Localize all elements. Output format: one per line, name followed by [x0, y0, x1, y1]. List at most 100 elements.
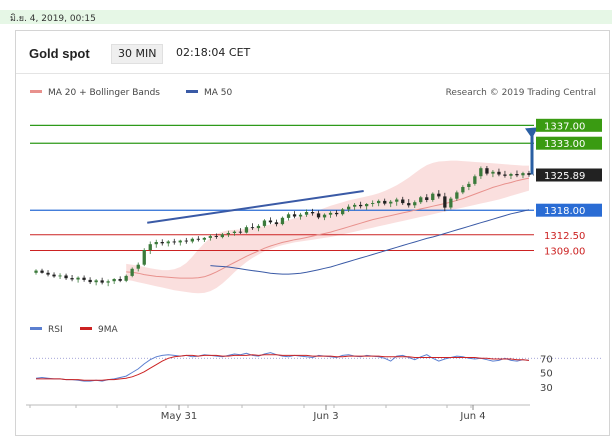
rsi-line [35, 352, 530, 382]
candle-body [226, 233, 230, 235]
candle-body [371, 203, 375, 204]
bollinger-band-area [126, 160, 529, 294]
candle-body [250, 227, 255, 229]
candle-body [328, 212, 333, 215]
candle-body [413, 202, 417, 206]
date-bar: มิ.ย. 4, 2019, 00:15 [0, 10, 612, 24]
candle-body [401, 199, 405, 204]
candle-body [148, 244, 152, 250]
candle-body [70, 278, 74, 280]
x-axis-tick-label: May 31 [161, 411, 198, 422]
credit-text: Research © 2019 Trading Central [446, 88, 596, 98]
candle-body [88, 279, 92, 283]
pivot-tag-bg [536, 203, 602, 217]
candle-body [34, 270, 38, 273]
resistance-tag-bg [536, 136, 602, 150]
date-text: มิ.ย. 4, 2019, 00:15 [10, 14, 96, 24]
candle-body [497, 171, 501, 175]
rsi-tick-label: 50 [540, 369, 553, 380]
candle-body [521, 173, 525, 176]
candle-body [130, 268, 134, 276]
rsi-ma9-legend-swatch [80, 327, 92, 330]
instrument-title: Gold spot [29, 46, 90, 61]
rsi-legend-swatch [30, 327, 42, 330]
candle-body [467, 183, 471, 187]
candle-body [335, 212, 339, 215]
candle-body [40, 270, 44, 273]
candle-body [485, 168, 489, 174]
candle-body [491, 171, 495, 174]
candle-body [359, 204, 363, 207]
candle-body [389, 201, 393, 204]
candle-body [136, 264, 140, 269]
support-tag-label: 1309.00 [544, 246, 585, 257]
candle-body [46, 272, 50, 275]
candle-body [304, 212, 309, 215]
candle-body [383, 200, 387, 204]
candle-body [365, 204, 369, 207]
ma20-line [126, 177, 530, 279]
candle-body [184, 240, 188, 242]
current-price-tag-bg [536, 168, 602, 182]
candle-body [443, 196, 447, 208]
rsi-ma9-legend-label: 9MA [98, 325, 118, 335]
candle-body [395, 199, 399, 202]
candle-body [208, 236, 212, 238]
chart-legend: MA 20 + Bollinger Bands MA 50 Research ©… [30, 88, 596, 98]
candle-body [322, 214, 327, 218]
ma50-legend-label: MA 50 [204, 88, 233, 98]
candle-body [268, 220, 273, 223]
candle-body [106, 281, 110, 283]
candle-body [407, 203, 411, 206]
candle-body [166, 241, 170, 244]
candle-body [190, 238, 194, 242]
resistance-tag-label: 1333.00 [544, 139, 585, 150]
candle-body [256, 225, 261, 229]
candle-body [280, 217, 285, 225]
candle-body [220, 234, 224, 238]
rsi-legend: RSI 9MA [30, 325, 118, 335]
ma50-legend-swatch [186, 90, 198, 93]
candle-body [509, 174, 513, 176]
candle-body [154, 242, 158, 245]
candle-body [100, 280, 104, 283]
candle-body [172, 241, 176, 243]
candle-body [118, 279, 122, 281]
chart-time: 02:18:04 CET [176, 46, 251, 59]
candle-body [76, 277, 80, 280]
candle-body [316, 213, 321, 218]
candle-body [82, 277, 86, 280]
candle-body [178, 240, 182, 243]
candle-body [515, 174, 519, 176]
candle-body [298, 214, 303, 217]
interval-button[interactable]: 30 MIN [111, 44, 164, 64]
candle-body [449, 198, 453, 208]
candle-body [232, 231, 237, 233]
rsi-legend-label: RSI [48, 325, 63, 335]
projection-arrow-head [525, 127, 538, 139]
ma50-line [210, 209, 530, 275]
candle-body [425, 197, 429, 200]
candle-body [142, 250, 146, 265]
rsi-tick-label: 70 [540, 354, 553, 365]
candle-body [347, 206, 351, 210]
resistance-tag-label: 1337.00 [544, 121, 585, 132]
rsi-ma9-line [36, 354, 530, 381]
candle-body [310, 212, 315, 214]
candle-body [124, 275, 128, 281]
candle-body [455, 192, 459, 199]
candle-body [353, 204, 357, 207]
candle-body [274, 222, 279, 225]
candle-body [292, 214, 297, 217]
x-axis-tick-label: Jun 3 [312, 411, 338, 422]
chart-svg: MA 20 + Bollinger Bands MA 50 Research ©… [26, 88, 602, 422]
header-divider [16, 73, 609, 74]
candle-body [437, 193, 441, 197]
candle-body [419, 197, 423, 203]
chart-panel: Gold spot 30 MIN 02:18:04 CET MA 20 + Bo… [15, 30, 610, 436]
candle-body [286, 214, 291, 218]
candle-body [503, 174, 507, 176]
pivot-tag-label: 1318.00 [544, 206, 585, 217]
ma20-legend-label: MA 20 + Bollinger Bands [48, 88, 160, 98]
candle-body [52, 274, 56, 277]
